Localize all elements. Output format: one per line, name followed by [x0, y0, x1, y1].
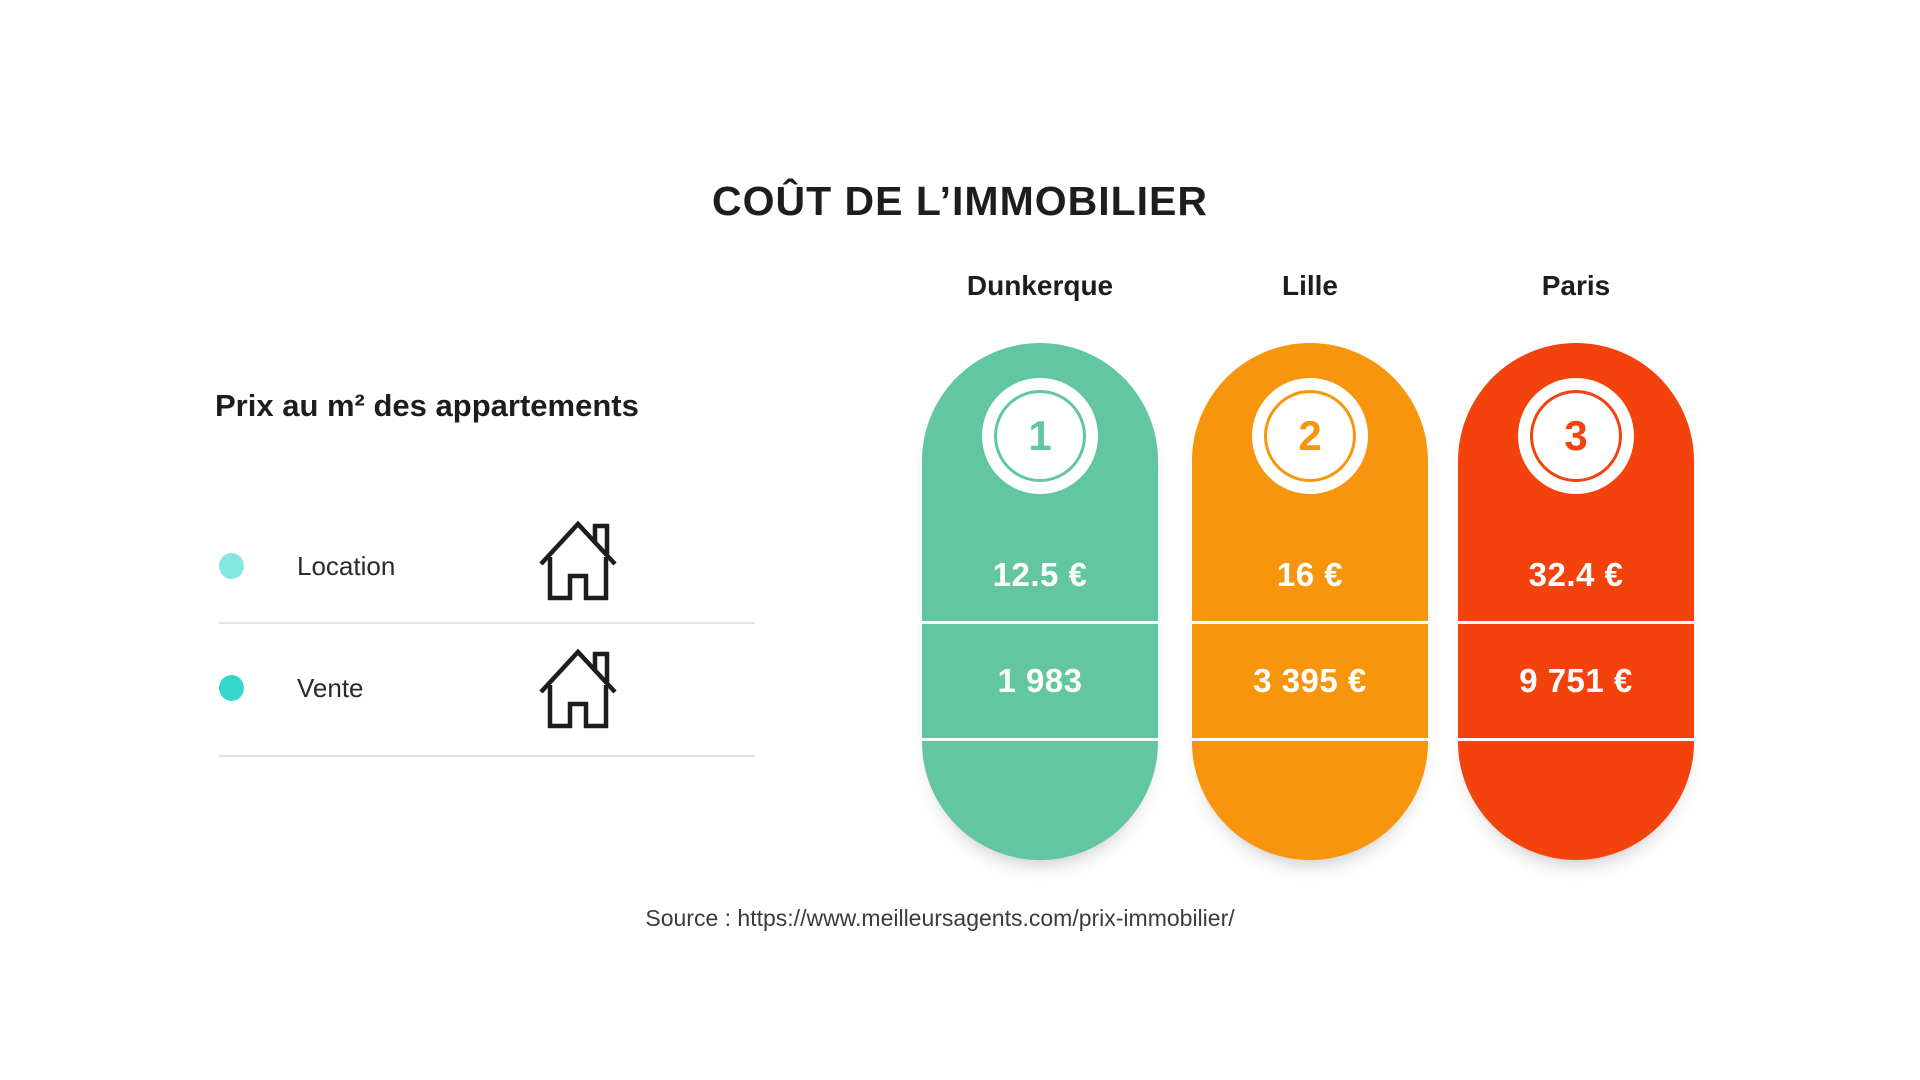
rank-badge-ring: 2	[1264, 390, 1356, 482]
pill-divider	[1458, 621, 1694, 624]
city-label-lille: Lille	[1281, 270, 1338, 301]
vente-dot	[219, 675, 244, 701]
rank-number: 2	[1298, 412, 1322, 459]
city-label-paris: Paris	[1541, 270, 1611, 301]
section-heading: Prix au m² des appartements	[215, 388, 639, 423]
location-dot	[219, 553, 244, 579]
rank-badge-ring: 3	[1530, 390, 1622, 482]
pill-divider	[1192, 738, 1428, 741]
rank-badge: 3	[1518, 378, 1634, 494]
legend-label-location: Location	[297, 551, 396, 581]
pill-paris: 3 32.4 € 9 751 €	[1458, 343, 1694, 860]
legend-divider	[219, 622, 755, 624]
legend-label-vente: Vente	[297, 673, 364, 703]
sale-price-value: 9 751 €	[1519, 662, 1633, 699]
pill-dunkerque: 1 12.5 € 1 983	[922, 343, 1158, 860]
pill-divider	[922, 738, 1158, 741]
rank-number: 3	[1564, 412, 1588, 459]
page-title: COÛT DE L’IMMOBILIER	[711, 178, 1209, 224]
sale-price-value: 3 395 €	[1253, 662, 1367, 699]
pill-divider	[1192, 621, 1428, 624]
location-price-value: 32.4 €	[1528, 556, 1624, 593]
city-label-dunkerque: Dunkerque	[966, 270, 1114, 301]
sale-price-value: 1 983	[997, 662, 1083, 699]
pill-divider	[922, 621, 1158, 624]
pill-divider	[1458, 738, 1694, 741]
rank-badge: 1	[982, 378, 1098, 494]
rank-badge-ring: 1	[994, 390, 1086, 482]
legend-divider	[219, 755, 755, 757]
house-icon	[539, 520, 617, 601]
location-price-value: 16 €	[1276, 556, 1344, 593]
location-price-value: 12.5 €	[992, 556, 1088, 593]
rank-number: 1	[1028, 412, 1052, 459]
house-icon	[539, 648, 617, 729]
source-text: Source : https://www.meilleursagents.com…	[645, 905, 1235, 931]
pill-lille: 2 16 € 3 395 €	[1192, 343, 1428, 860]
rank-badge: 2	[1252, 378, 1368, 494]
